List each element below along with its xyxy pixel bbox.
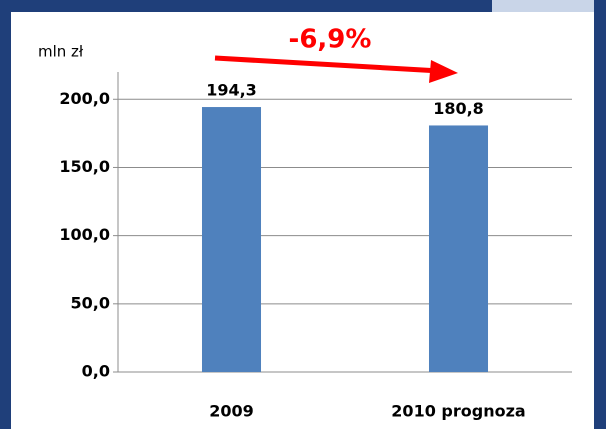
y-tick-label: 200,0 — [59, 89, 110, 108]
left-frame — [0, 0, 11, 429]
y-axis-label: mln zł — [38, 43, 84, 61]
y-tick-label: 100,0 — [59, 225, 110, 244]
top-frame — [0, 0, 606, 12]
arrow-shaft — [214, 55, 441, 74]
y-tick-label: 150,0 — [59, 157, 110, 176]
value-label: 180,8 — [433, 99, 484, 118]
right-frame — [594, 0, 606, 429]
bar — [428, 125, 489, 372]
value-label: 194,3 — [206, 81, 257, 100]
arrow-head — [429, 60, 458, 83]
bar — [201, 107, 262, 372]
annotation: -6,9% — [289, 25, 372, 55]
y-tick-label: 50,0 — [71, 293, 110, 312]
x-tick-label: 2010 prognoza — [391, 402, 525, 421]
x-tick-label: 2009 — [209, 402, 254, 421]
top-right-tab — [492, 0, 606, 12]
y-tick-label: 0,0 — [82, 362, 110, 381]
